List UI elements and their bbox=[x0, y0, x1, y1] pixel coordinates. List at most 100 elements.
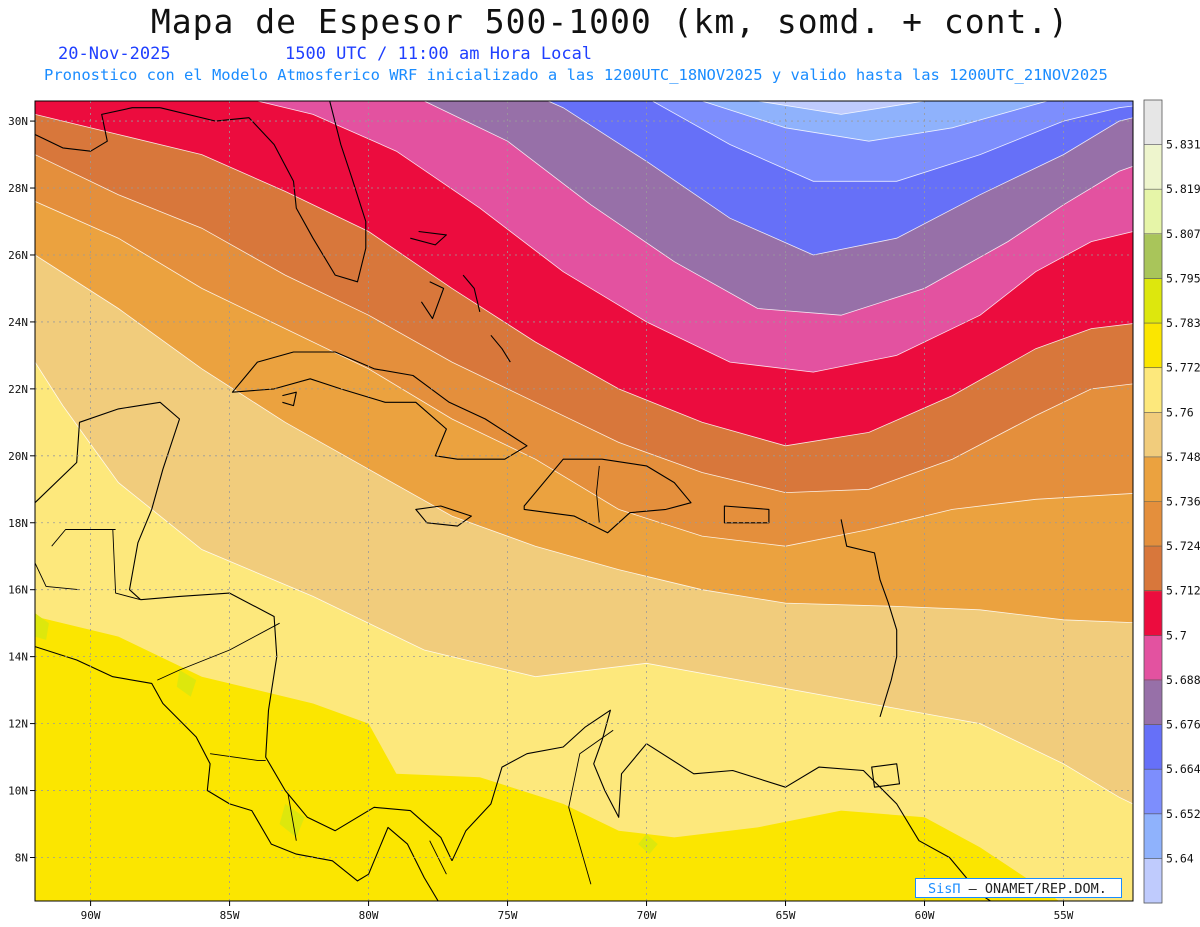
yucatan-coast bbox=[35, 401, 181, 601]
colorbar-swatch-15 bbox=[1144, 189, 1162, 235]
isle-youth bbox=[282, 391, 297, 407]
lat-label-26N: 26N bbox=[8, 249, 28, 262]
colorbar-label-8: 5.736 bbox=[1166, 495, 1200, 509]
colorbar-swatch-0 bbox=[1144, 858, 1162, 904]
cuba-coast bbox=[231, 351, 528, 460]
border-1 bbox=[51, 529, 116, 547]
colorbar-label-13: 5.795 bbox=[1166, 271, 1200, 285]
lat-label-20N: 20N bbox=[8, 450, 28, 463]
contour-5652 bbox=[700, 101, 1049, 142]
border-3 bbox=[157, 622, 280, 681]
colorbar-swatch-8 bbox=[1144, 501, 1162, 547]
colorbar-swatch-5 bbox=[1144, 635, 1162, 681]
colorbar-label-5: 5.7 bbox=[1166, 628, 1187, 642]
gulf-coast bbox=[35, 107, 161, 152]
lat-label-14N: 14N bbox=[8, 651, 28, 664]
colorbar-swatch-16 bbox=[1144, 144, 1162, 190]
band-5795-0 bbox=[279, 803, 305, 838]
colorbar-swatch-11 bbox=[1144, 367, 1162, 413]
bahamas-3 bbox=[462, 274, 481, 313]
border-2 bbox=[35, 562, 80, 591]
colorbar-label-2: 5.664 bbox=[1166, 762, 1200, 776]
lat-label-22N: 22N bbox=[8, 383, 28, 396]
colorbar-label-1: 5.652 bbox=[1166, 807, 1200, 821]
lat-label-28N: 28N bbox=[8, 182, 28, 195]
lat-label-10N: 10N bbox=[8, 785, 28, 798]
colorbar-label-16: 5.831 bbox=[1166, 138, 1200, 152]
lat-label-8N: 8N bbox=[15, 851, 28, 864]
credit-box: SisΠ – ONAMET/REP.DOM. bbox=[915, 878, 1122, 898]
colorbar-swatch-3 bbox=[1144, 724, 1162, 770]
forecast-time: 1500 UTC / 11:00 am Hora Local bbox=[285, 44, 593, 64]
model-run-info: Pronostico con el Modelo Atmosferico WRF… bbox=[44, 66, 1108, 84]
thickness-bands bbox=[35, 101, 1133, 901]
contour-5760 bbox=[35, 361, 1133, 805]
florida-coast bbox=[159, 101, 367, 283]
band-5795-3 bbox=[638, 834, 658, 855]
colorbar-label-10: 5.76 bbox=[1166, 405, 1194, 419]
lat-lon-grid bbox=[35, 101, 1133, 901]
border-0 bbox=[112, 529, 141, 601]
contour-5664 bbox=[651, 101, 1133, 182]
pacific-coast bbox=[35, 646, 439, 901]
lat-label-30N: 30N bbox=[8, 115, 28, 128]
colorbar-label-12: 5.783 bbox=[1166, 316, 1200, 330]
bahamas-1 bbox=[410, 230, 447, 246]
border-4 bbox=[210, 753, 266, 761]
forecast-date: 20-Nov-2025 bbox=[58, 44, 171, 64]
colorbar-label-4: 5.688 bbox=[1166, 673, 1200, 687]
band-5795-2 bbox=[35, 613, 49, 640]
central-america-coast bbox=[140, 592, 453, 862]
lon-label-90W: 90W bbox=[81, 909, 101, 922]
colorbar-swatch-12 bbox=[1144, 323, 1162, 369]
axis-ticks: 90W 85W 80W 75W 70W 65W 60W 55W 8N 10N 12N 14N 16N 18… bbox=[8, 115, 1074, 922]
contour-5640 bbox=[756, 101, 926, 115]
map-frame bbox=[34, 100, 1134, 902]
lon-label-70W: 70W bbox=[637, 909, 657, 922]
colorbar-swatch-2 bbox=[1144, 769, 1162, 815]
jamaica-coast bbox=[415, 505, 472, 527]
band-5783-1 bbox=[146, 696, 230, 771]
colorbar-swatch-1 bbox=[1144, 813, 1162, 859]
contour-5688 bbox=[422, 101, 1133, 316]
south-america-coast bbox=[451, 709, 992, 901]
bahamas-4 bbox=[490, 334, 511, 363]
colorbar-swatch-10 bbox=[1144, 412, 1162, 458]
colorbar-swatch-4 bbox=[1144, 679, 1162, 726]
colorbar-swatch-13 bbox=[1144, 278, 1162, 324]
contour-5748 bbox=[35, 254, 1133, 624]
border-7 bbox=[568, 729, 614, 885]
contour-5676 bbox=[547, 101, 1133, 256]
colorbar-label-3: 5.676 bbox=[1166, 718, 1200, 732]
thickness-contours bbox=[35, 101, 1133, 805]
colorbar-swatch-14 bbox=[1144, 233, 1162, 279]
colorbar-label-14: 5.807 bbox=[1166, 227, 1200, 241]
colorbar-label-0: 5.64 bbox=[1166, 851, 1194, 865]
contour-5724 bbox=[35, 154, 1133, 494]
bahamas-2 bbox=[420, 281, 445, 320]
hispaniola-coast bbox=[523, 458, 692, 534]
colorbar-label-11: 5.772 bbox=[1166, 361, 1200, 375]
colorbar-label-6: 5.712 bbox=[1166, 584, 1200, 598]
colorbar-swatch-9 bbox=[1144, 456, 1162, 502]
colorbar-label-15: 5.819 bbox=[1166, 182, 1200, 196]
colorbar-swatch-6 bbox=[1144, 590, 1162, 636]
colorbar-label-9: 5.748 bbox=[1166, 450, 1200, 464]
border-8 bbox=[596, 465, 600, 523]
band-5795-1 bbox=[176, 670, 197, 697]
lesser-antilles bbox=[840, 519, 898, 718]
lon-label-85W: 85W bbox=[220, 909, 240, 922]
colorbar-swatch-17 bbox=[1144, 100, 1162, 146]
band-5652 bbox=[702, 101, 1048, 142]
lon-label-55W: 55W bbox=[1054, 909, 1074, 922]
contour-5700 bbox=[255, 101, 1133, 373]
colorbar-label-7: 5.724 bbox=[1166, 539, 1200, 553]
border-5 bbox=[287, 793, 297, 841]
map-title: Mapa de Espesor 500-1000 (km, somd. + co… bbox=[150, 2, 1070, 41]
band-5640 bbox=[757, 101, 925, 115]
sis-logo-text: SisΠ bbox=[928, 881, 961, 897]
lon-label-80W: 80W bbox=[359, 909, 379, 922]
trinidad-coast bbox=[871, 763, 901, 788]
contour-5736 bbox=[35, 201, 1133, 547]
